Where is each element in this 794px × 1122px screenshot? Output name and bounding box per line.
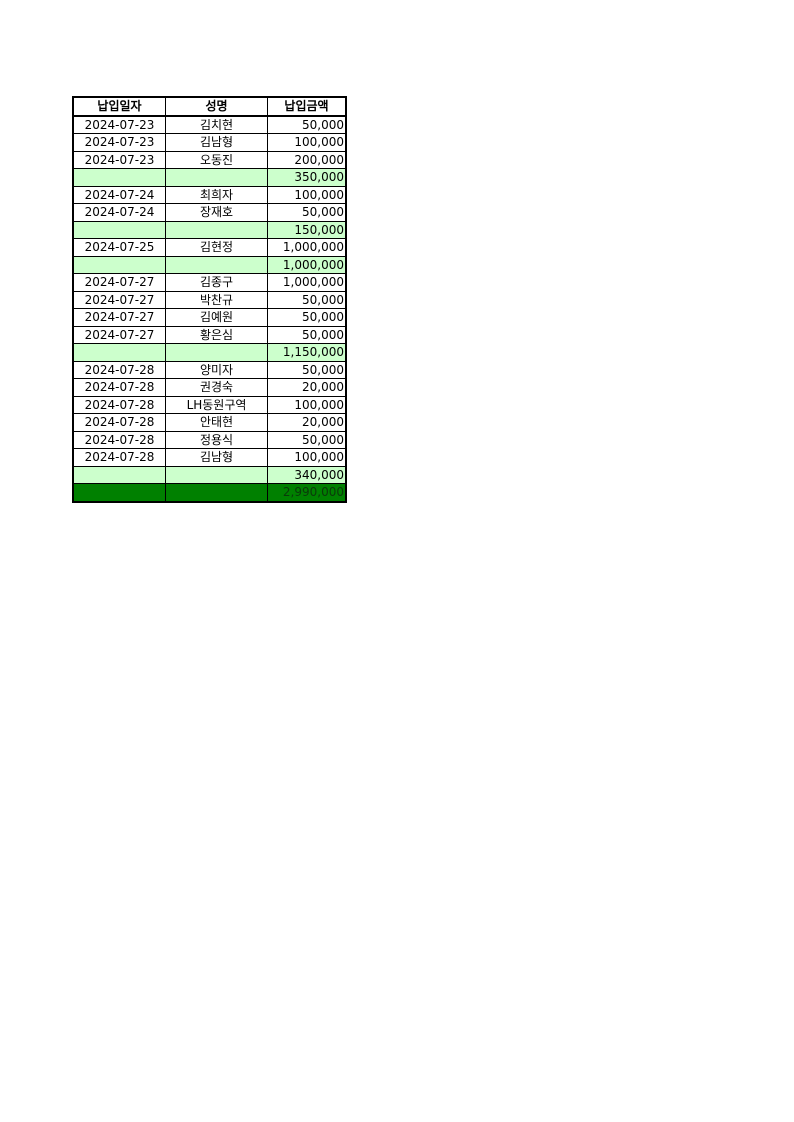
- subtotal-row: 1,150,000: [72, 343, 347, 362]
- amount-cell: 1,000,000: [267, 273, 347, 292]
- subtotal-row: 340,000: [72, 465, 347, 484]
- date-cell: 2024-07-23: [72, 150, 166, 169]
- date-cell: 2024-07-28: [72, 360, 166, 379]
- name-cell: 박찬규: [165, 290, 268, 309]
- amount-cell: 50,000: [267, 115, 347, 134]
- amount-cell: 100,000: [267, 448, 347, 467]
- name-cell: 김현정: [165, 238, 268, 257]
- name-cell: 정용식: [165, 430, 268, 449]
- name-cell: 권경숙: [165, 378, 268, 397]
- table-row: 2024-07-23 김치현 50,000: [72, 115, 347, 134]
- table-row: 2024-07-27 김종구 1,000,000: [72, 273, 347, 292]
- date-cell: [72, 220, 166, 239]
- date-cell: 2024-07-25: [72, 238, 166, 257]
- subtotal-row: 350,000: [72, 168, 347, 187]
- name-cell: 김종구: [165, 273, 268, 292]
- name-cell: 김예원: [165, 308, 268, 327]
- amount-cell: 50,000: [267, 203, 347, 222]
- table-row: 2024-07-23 김남형 100,000: [72, 133, 347, 152]
- amount-cell: 20,000: [267, 413, 347, 432]
- name-cell: 김치현: [165, 115, 268, 134]
- date-cell: [72, 255, 166, 274]
- table-row: 2024-07-27 박찬규 50,000: [72, 290, 347, 309]
- date-cell: 2024-07-27: [72, 325, 166, 344]
- name-cell: 최희자: [165, 185, 268, 204]
- name-cell: [165, 483, 268, 502]
- amount-cell: 1,000,000: [267, 238, 347, 257]
- date-cell: 2024-07-28: [72, 378, 166, 397]
- header-date: 납입일자: [72, 96, 166, 117]
- date-cell: 2024-07-24: [72, 203, 166, 222]
- name-cell: [165, 465, 268, 484]
- amount-cell: 50,000: [267, 290, 347, 309]
- amount-cell: 50,000: [267, 360, 347, 379]
- name-cell: 김남형: [165, 448, 268, 467]
- table-row: 2024-07-25 김현정 1,000,000: [72, 238, 347, 257]
- table-row: 2024-07-27 김예원 50,000: [72, 308, 347, 327]
- table-row: 2024-07-28 LH동원구역 100,000: [72, 395, 347, 414]
- table-row: 2024-07-24 장재호 50,000: [72, 203, 347, 222]
- amount-cell: 200,000: [267, 150, 347, 169]
- date-cell: 2024-07-24: [72, 185, 166, 204]
- payment-table: 납입일자 성명 납입금액 2024-07-23 김치현 50,000 2024-07-…: [72, 96, 347, 503]
- table-row: 2024-07-28 권경숙 20,000: [72, 378, 347, 397]
- amount-cell: 50,000: [267, 325, 347, 344]
- name-cell: 오동진: [165, 150, 268, 169]
- date-cell: 2024-07-23: [72, 115, 166, 134]
- name-cell: [165, 343, 268, 362]
- date-cell: 2024-07-27: [72, 290, 166, 309]
- table-row: 2024-07-23 오동진 200,000: [72, 150, 347, 169]
- amount-cell: 50,000: [267, 430, 347, 449]
- amount-cell: 1,000,000: [267, 255, 347, 274]
- table-row: 2024-07-28 정용식 50,000: [72, 430, 347, 449]
- name-cell: [165, 168, 268, 187]
- date-cell: 2024-07-27: [72, 273, 166, 292]
- header-amount: 납입금액: [267, 96, 347, 117]
- amount-cell: 100,000: [267, 185, 347, 204]
- table-row: 2024-07-28 김남형 100,000: [72, 448, 347, 467]
- date-cell: [72, 465, 166, 484]
- amount-cell: 340,000: [267, 465, 347, 484]
- header-name: 성명: [165, 96, 268, 117]
- amount-cell: 2,990,000: [267, 483, 347, 502]
- name-cell: 안태현: [165, 413, 268, 432]
- table-row: 2024-07-28 안태현 20,000: [72, 413, 347, 432]
- table-row: 2024-07-28 양미자 50,000: [72, 360, 347, 379]
- date-cell: 2024-07-27: [72, 308, 166, 327]
- name-cell: [165, 220, 268, 239]
- name-cell: 양미자: [165, 360, 268, 379]
- date-cell: [72, 483, 166, 502]
- amount-cell: 1,150,000: [267, 343, 347, 362]
- date-cell: [72, 168, 166, 187]
- amount-cell: 100,000: [267, 395, 347, 414]
- name-cell: 황은심: [165, 325, 268, 344]
- date-cell: 2024-07-23: [72, 133, 166, 152]
- name-cell: 김남형: [165, 133, 268, 152]
- amount-cell: 100,000: [267, 133, 347, 152]
- date-cell: 2024-07-28: [72, 395, 166, 414]
- name-cell: [165, 255, 268, 274]
- amount-cell: 50,000: [267, 308, 347, 327]
- date-cell: 2024-07-28: [72, 448, 166, 467]
- header-row: 납입일자 성명 납입금액: [72, 96, 347, 117]
- name-cell: LH동원구역: [165, 395, 268, 414]
- date-cell: 2024-07-28: [72, 430, 166, 449]
- table-body: 2024-07-23 김치현 50,000 2024-07-23 김남형 100,000 2…: [72, 115, 347, 502]
- table-row: 2024-07-24 최희자 100,000: [72, 185, 347, 204]
- date-cell: [72, 343, 166, 362]
- amount-cell: 350,000: [267, 168, 347, 187]
- total-row: 2,990,000: [72, 483, 347, 502]
- table-row: 2024-07-27 황은심 50,000: [72, 325, 347, 344]
- date-cell: 2024-07-28: [72, 413, 166, 432]
- subtotal-row: 150,000: [72, 220, 347, 239]
- name-cell: 장재호: [165, 203, 268, 222]
- amount-cell: 20,000: [267, 378, 347, 397]
- subtotal-row: 1,000,000: [72, 255, 347, 274]
- amount-cell: 150,000: [267, 220, 347, 239]
